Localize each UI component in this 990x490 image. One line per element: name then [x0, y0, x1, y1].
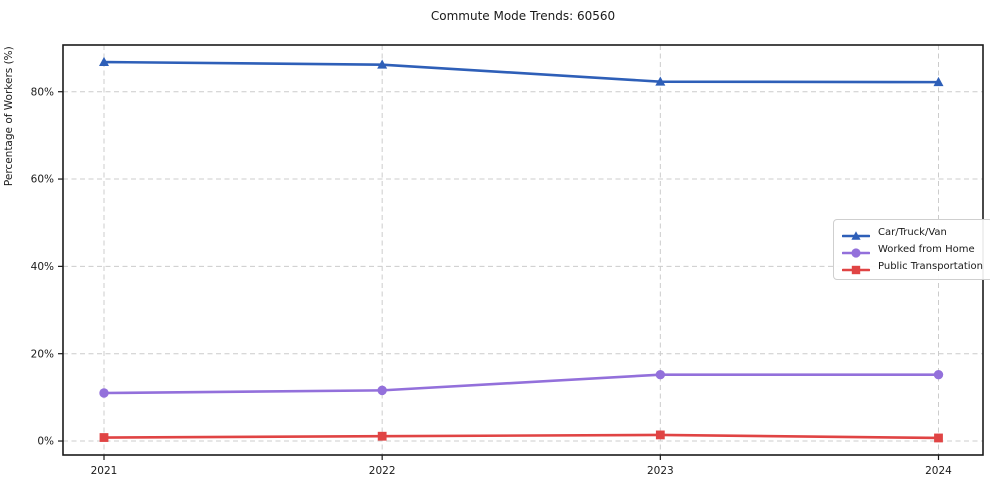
data-point — [655, 430, 665, 440]
legend-label: Worked from Home — [878, 244, 975, 255]
data-point — [655, 369, 666, 380]
y-tick-label: 40% — [31, 261, 54, 273]
data-point — [99, 56, 109, 67]
y-tick-label: 60% — [31, 174, 54, 186]
series-line — [102, 373, 940, 395]
legend-label: Car/Truck/Van — [878, 227, 947, 238]
series-line — [102, 60, 940, 84]
x-tick-label: 2023 — [647, 465, 674, 477]
x-tick-label: 2024 — [925, 465, 952, 477]
y-axis-label: Percentage of Workers (%) — [3, 46, 15, 187]
data-point — [99, 433, 109, 442]
legend-item-worked-from-home: Worked from Home — [841, 243, 983, 258]
data-point — [933, 76, 944, 87]
data-point — [377, 385, 387, 396]
data-point — [933, 369, 944, 380]
chart-title: Commute Mode Trends: 60560 — [430, 9, 616, 23]
y-tick-label: 0% — [37, 436, 54, 448]
line-triangle-marker-icon — [841, 227, 871, 240]
x-tick-label: 2022 — [369, 465, 396, 477]
legend-label: Public Transportation — [878, 261, 983, 272]
data-point — [934, 433, 943, 443]
data-point — [377, 431, 387, 441]
legend: Car/Truck/Van Worked from Home Public Tr… — [833, 219, 990, 280]
line-square-marker-icon — [841, 261, 871, 274]
legend-item-car-truck-van: Car/Truck/Van — [841, 226, 983, 240]
line-circle-marker-icon — [841, 244, 871, 258]
data-point — [655, 76, 666, 86]
data-point — [99, 388, 109, 398]
y-tick-label: 80% — [31, 86, 54, 98]
x-tick-label: 2021 — [91, 465, 118, 477]
legend-item-public-transportation: Public Transportation — [841, 260, 983, 274]
y-tick-label: 20% — [31, 348, 54, 360]
data-point — [377, 59, 388, 69]
series-line — [102, 433, 940, 440]
